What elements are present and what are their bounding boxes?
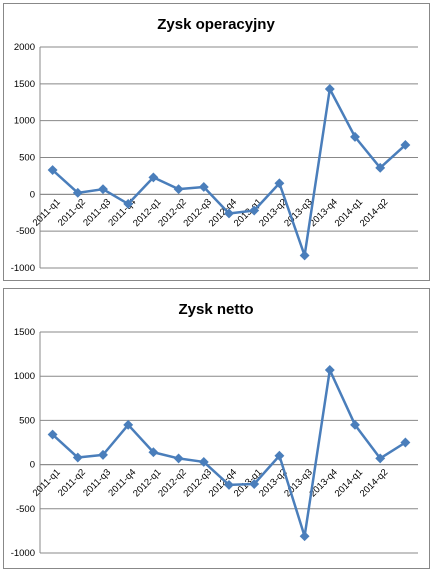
data-point <box>299 531 310 542</box>
data-point <box>350 131 360 142</box>
data-point <box>375 453 386 464</box>
data-point <box>274 178 285 189</box>
y-tick-label: 0 <box>30 460 35 471</box>
data-point <box>173 453 184 464</box>
chart-title: Zysk netto <box>178 301 253 318</box>
data-point <box>400 140 411 150</box>
chart-frame <box>3 288 430 569</box>
y-tick-label: 1000 <box>14 371 35 382</box>
data-point <box>249 205 260 216</box>
data-point <box>324 365 335 375</box>
y-tick-label: 1500 <box>14 79 35 90</box>
y-tick-label: -500 <box>16 504 35 515</box>
data-point <box>148 447 159 458</box>
data-point <box>47 165 58 175</box>
y-tick-label: 500 <box>19 153 35 164</box>
data-point <box>123 198 134 209</box>
data-point <box>274 450 285 461</box>
data-point <box>98 184 108 195</box>
data-point <box>173 184 184 195</box>
y-tick-label: 2000 <box>14 42 35 53</box>
chart-title: Zysk operacyjny <box>157 16 275 33</box>
data-point <box>198 456 209 467</box>
y-tick-label: -1000 <box>11 548 35 559</box>
data-point <box>299 250 310 261</box>
data-point <box>72 187 83 198</box>
data-point <box>224 208 234 219</box>
y-tick-label: 1000 <box>14 116 35 127</box>
data-point <box>198 182 209 192</box>
data-point <box>249 479 260 489</box>
data-point <box>375 162 386 173</box>
data-point <box>350 419 360 430</box>
data-point <box>224 479 234 490</box>
y-tick-label: -500 <box>16 226 35 237</box>
y-tick-label: 0 <box>30 189 35 200</box>
y-tick-label: -1000 <box>11 263 35 274</box>
y-tick-label: 1500 <box>14 327 35 338</box>
chart-frame <box>3 3 430 281</box>
data-point <box>400 437 411 448</box>
data-point <box>148 172 159 183</box>
y-tick-label: 500 <box>19 415 35 426</box>
